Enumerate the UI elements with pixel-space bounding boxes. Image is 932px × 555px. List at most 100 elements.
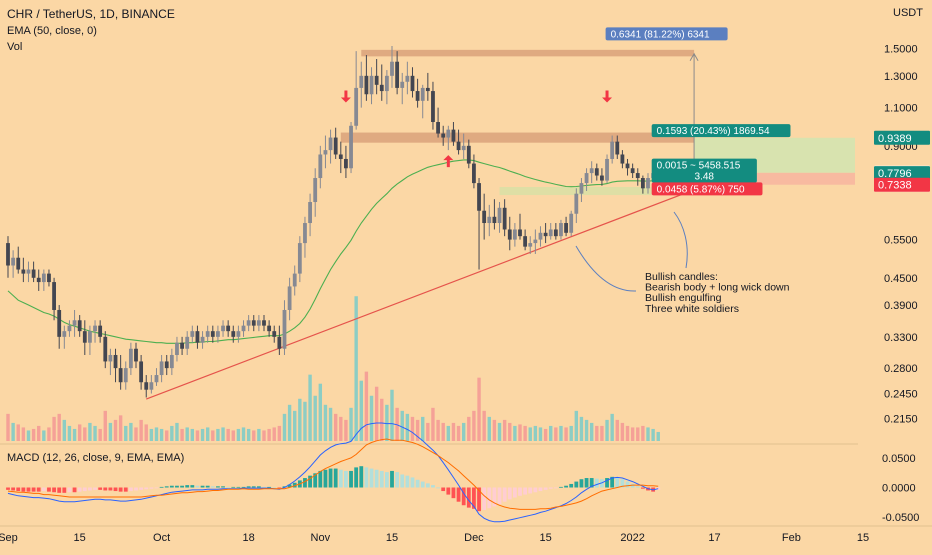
candle-body: [543, 232, 548, 237]
volume-bar: [364, 371, 369, 441]
macd-hist-bar: [88, 487, 92, 491]
volume-bar: [549, 425, 553, 441]
macd-hist-bar: [390, 470, 394, 488]
macd-hist-bar: [200, 485, 205, 488]
candle-body: [487, 216, 492, 224]
candle-body: [241, 325, 246, 332]
candle-body: [262, 320, 266, 326]
candle: [507, 216, 512, 251]
candle-body: [625, 163, 630, 169]
candle: [630, 163, 635, 179]
candle: [303, 216, 307, 258]
macd-legend[interactable]: MACD (12, 26, close, 9, EMA, EMA): [7, 452, 184, 464]
macd-hist-bar: [579, 479, 584, 488]
measure-box-bg: [651, 158, 757, 183]
time-tick-label: 15: [386, 532, 398, 544]
candle-body: [589, 168, 594, 174]
macd-hist-bar: [400, 474, 405, 488]
candle: [205, 325, 210, 343]
macd-hist-bar: [108, 487, 113, 491]
candle: [287, 277, 292, 321]
volume-bar: [543, 428, 548, 441]
candle-body: [605, 158, 609, 181]
candle-body: [313, 178, 318, 203]
macd-hist-bar: [548, 487, 553, 489]
candle-body: [256, 320, 261, 326]
candle-body: [226, 325, 231, 332]
candle-body: [16, 257, 21, 270]
candle: [26, 261, 31, 283]
volume-bar: [400, 410, 404, 441]
candle: [313, 168, 318, 217]
candle-body: [507, 229, 512, 240]
candle: [323, 135, 328, 169]
volume-bar: [656, 431, 660, 441]
macd-hist-bar: [164, 486, 169, 488]
macd-hist-bar: [425, 483, 430, 488]
volume-bar: [646, 427, 650, 441]
candle-body: [134, 348, 138, 362]
candle-body: [374, 75, 379, 85]
volume-bar: [380, 398, 384, 441]
candle: [635, 168, 640, 186]
volume-bar: [31, 428, 36, 441]
vol-legend[interactable]: Vol: [7, 41, 22, 53]
volume-bar: [508, 422, 512, 441]
candle-body: [395, 61, 400, 88]
candle-body: [369, 75, 374, 95]
candle-body: [57, 309, 62, 337]
candle-body: [400, 81, 405, 88]
candle-body: [36, 277, 41, 283]
candle: [246, 315, 251, 332]
volume-bar: [589, 422, 594, 441]
volume-bar: [385, 404, 389, 441]
volume-bar: [226, 428, 230, 441]
volume-bar: [538, 427, 543, 441]
volume-bar: [492, 419, 497, 441]
volume-bar: [47, 427, 51, 441]
price-label: 0.9389: [878, 133, 912, 145]
candle: [390, 46, 394, 88]
candle-body: [11, 257, 16, 266]
macd-hist-bar: [139, 487, 144, 490]
macd-hist-bar: [262, 486, 266, 488]
candle-body: [574, 193, 579, 214]
currency-label[interactable]: USDT: [893, 7, 923, 19]
macd-hist-bar: [123, 487, 128, 492]
price-tick-label: 0.2800: [884, 363, 918, 375]
callout-curve-1: [575, 245, 637, 292]
macd-hist-bar: [640, 487, 645, 489]
macd-hist-bar: [57, 487, 62, 493]
candle: [41, 269, 46, 291]
volume-bar: [426, 422, 430, 441]
volume-bar: [144, 424, 148, 441]
macd-hist-bar: [405, 475, 410, 488]
candle: [103, 331, 108, 369]
candle: [431, 81, 435, 130]
macd-hist-bar: [272, 487, 277, 489]
measure-box-text: 0.6341 (81.22%) 6341: [611, 29, 710, 40]
candle: [589, 161, 594, 184]
macd-hist-bar: [159, 486, 164, 488]
candle-body: [47, 273, 51, 283]
candle-body: [231, 331, 236, 337]
candle: [195, 325, 200, 349]
candle-body: [630, 168, 635, 174]
macd-hist-bar: [149, 487, 154, 489]
price-tick-label: 0.3900: [884, 300, 918, 312]
candle: [200, 331, 205, 349]
time-tick-label: Oct: [153, 532, 170, 544]
candle: [605, 154, 609, 184]
macd-hist-bar: [195, 485, 200, 488]
ema-legend[interactable]: EMA (50, close, 0): [7, 25, 97, 37]
candle-body: [88, 331, 92, 343]
candle: [482, 193, 487, 240]
volume-bar: [579, 416, 584, 441]
symbol-title[interactable]: CHR / TetherUS, 1D, BINANCE: [7, 7, 175, 21]
candle: [57, 305, 62, 349]
volume-bar: [282, 413, 287, 441]
candle-body: [210, 331, 215, 337]
volume-bar: [205, 427, 210, 441]
macd-hist-bar: [98, 487, 103, 490]
